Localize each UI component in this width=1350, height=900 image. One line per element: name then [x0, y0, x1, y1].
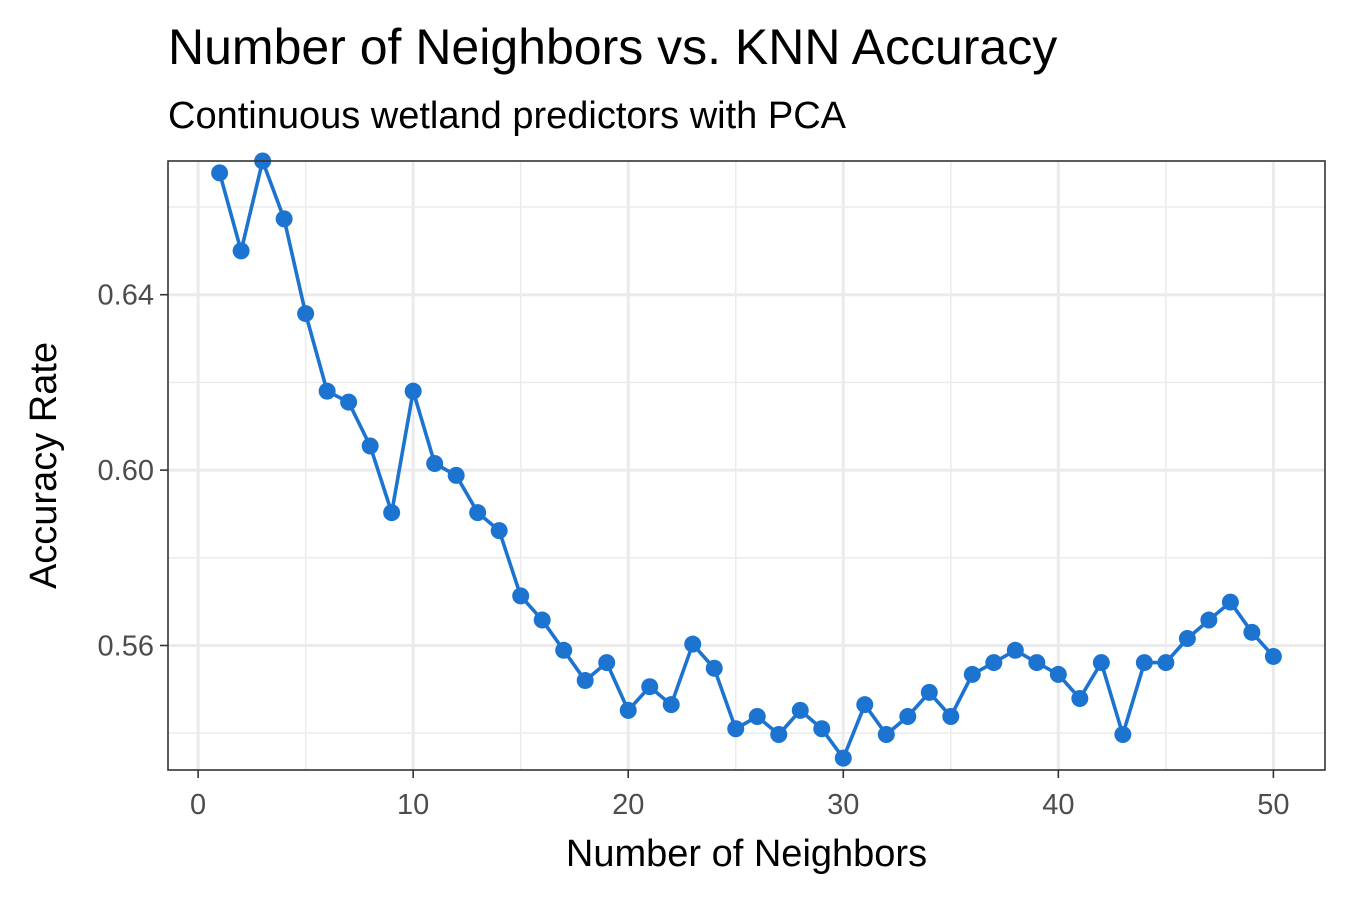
y-tick-label: 0.60	[98, 455, 154, 487]
data-point	[383, 504, 401, 522]
data-point	[1157, 654, 1175, 672]
data-point	[1243, 623, 1261, 641]
data-point	[920, 683, 938, 701]
data-point	[576, 672, 594, 690]
data-point	[662, 696, 680, 714]
data-point	[1200, 611, 1218, 629]
data-point	[361, 437, 379, 455]
data-point	[899, 708, 917, 726]
data-point	[555, 641, 573, 659]
data-point	[340, 393, 358, 411]
data-point	[426, 455, 444, 473]
x-tick-label: 0	[190, 789, 206, 821]
minor-gridlines	[168, 161, 1325, 770]
plot-panel-background	[168, 161, 1325, 770]
series-layer	[211, 152, 1282, 767]
data-point	[211, 164, 229, 182]
data-point	[1006, 641, 1024, 659]
data-point	[834, 749, 852, 767]
data-point	[404, 382, 422, 400]
x-axis: 0 10 20 30 40 50	[190, 770, 1290, 821]
data-point	[727, 720, 745, 738]
data-point	[1135, 654, 1153, 672]
data-point	[813, 720, 831, 738]
data-point	[1221, 593, 1239, 611]
x-tick-label: 30	[827, 789, 859, 821]
chart-subtitle: Continuous wetland predictors with PCA	[168, 95, 847, 137]
chart-title: Number of Neighbors vs. KNN Accuracy	[168, 19, 1057, 75]
x-axis-title: Number of Neighbors	[566, 833, 927, 875]
data-point	[469, 504, 487, 522]
data-point	[641, 678, 659, 696]
data-point	[490, 522, 508, 540]
data-point	[705, 659, 723, 677]
data-point	[447, 466, 465, 484]
data-point	[619, 701, 637, 719]
data-point	[297, 305, 315, 323]
x-tick-label: 40	[1042, 789, 1074, 821]
plot-panel-border	[167, 160, 1326, 771]
data-point	[1028, 654, 1046, 672]
data-point	[1071, 690, 1089, 708]
data-point	[1264, 647, 1282, 665]
data-point	[791, 701, 809, 719]
x-tick-label: 20	[612, 789, 644, 821]
y-tick-label: 0.56	[98, 630, 154, 662]
data-point	[232, 242, 250, 260]
x-tick-label: 50	[1257, 789, 1289, 821]
data-point	[512, 587, 530, 605]
data-point	[1092, 654, 1110, 672]
data-point	[770, 725, 788, 743]
data-point	[963, 665, 981, 683]
y-axis: 0.56 0.60 0.64	[98, 280, 168, 662]
data-point	[318, 382, 336, 400]
data-point	[942, 708, 960, 726]
data-point	[598, 654, 616, 672]
data-point	[1114, 725, 1132, 743]
data-point	[533, 611, 551, 629]
data-point	[856, 696, 874, 714]
y-axis-title: Accuracy Rate	[23, 342, 65, 589]
data-point	[275, 210, 293, 228]
data-point	[985, 654, 1003, 672]
data-point	[1178, 629, 1196, 647]
data-point	[1049, 665, 1067, 683]
data-point	[877, 725, 895, 743]
y-tick-label: 0.64	[98, 280, 154, 312]
x-tick-label: 10	[397, 789, 429, 821]
data-point	[748, 708, 766, 726]
data-point	[684, 635, 702, 653]
